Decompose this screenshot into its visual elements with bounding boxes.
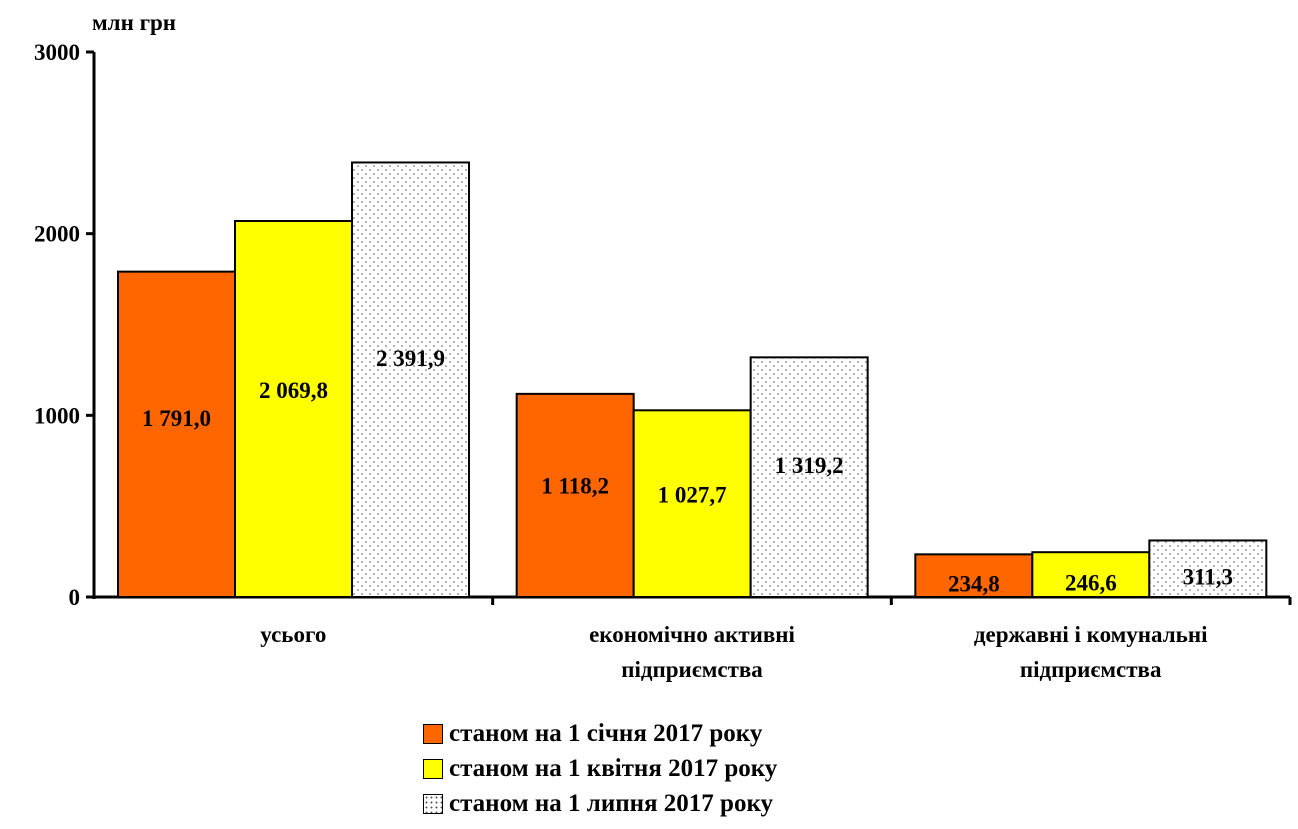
x-tick-label: підприємства xyxy=(1020,657,1162,682)
bar xyxy=(1148,539,1268,598)
bar xyxy=(914,553,1034,598)
bar-chart: млн грн 0 1000 2000 3000 усього економічно ак… xyxy=(34,10,1292,682)
data-label: 2 069,8 xyxy=(259,378,328,403)
data-label: 234,8 xyxy=(948,572,1000,597)
y-axis-label: млн грн xyxy=(92,10,176,35)
bar xyxy=(632,409,752,599)
data-label: 1 118,2 xyxy=(541,473,609,498)
x-tick-label: економічно активні xyxy=(589,622,795,647)
y-tick-label: 3000 xyxy=(34,40,80,65)
legend-label-jan: станом на 1 січня 2017 року xyxy=(449,720,763,747)
legend-swatch-jan xyxy=(423,723,443,744)
legend-item-jan: станом на 1 січня 2017 року xyxy=(423,716,777,751)
legend-label-jul: станом на 1 липня 2017 року xyxy=(449,790,774,817)
bar xyxy=(1031,551,1151,598)
y-tick-label: 0 xyxy=(69,585,81,610)
legend-swatch-apr xyxy=(423,758,443,779)
data-label: 1 319,2 xyxy=(775,453,844,478)
data-label: 1 791,0 xyxy=(142,406,211,431)
legend-label-apr: станом на 1 квітня 2017 року xyxy=(449,755,778,782)
y-tick-label: 1000 xyxy=(34,403,80,428)
bar xyxy=(351,161,470,598)
y-tick-label: 2000 xyxy=(34,222,80,247)
x-tick-label: усього xyxy=(260,622,326,647)
x-tick-label: підприємства xyxy=(621,657,763,682)
bar xyxy=(234,219,353,598)
data-label: 1 027,7 xyxy=(658,482,727,507)
legend: станом на 1 січня 2017 року станом на 1 … xyxy=(423,716,777,821)
data-label: 311,3 xyxy=(1183,565,1233,590)
bar xyxy=(117,270,236,598)
bar xyxy=(749,356,869,598)
data-label: 2 391,9 xyxy=(376,346,445,371)
legend-item-apr: станом на 1 квітня 2017 року xyxy=(423,751,777,786)
x-tick-label: державні і комунальні xyxy=(974,622,1208,647)
legend-item-jul: станом на 1 липня 2017 року xyxy=(423,786,777,821)
data-label: 246,6 xyxy=(1065,571,1117,596)
legend-swatch-jul xyxy=(423,793,443,814)
